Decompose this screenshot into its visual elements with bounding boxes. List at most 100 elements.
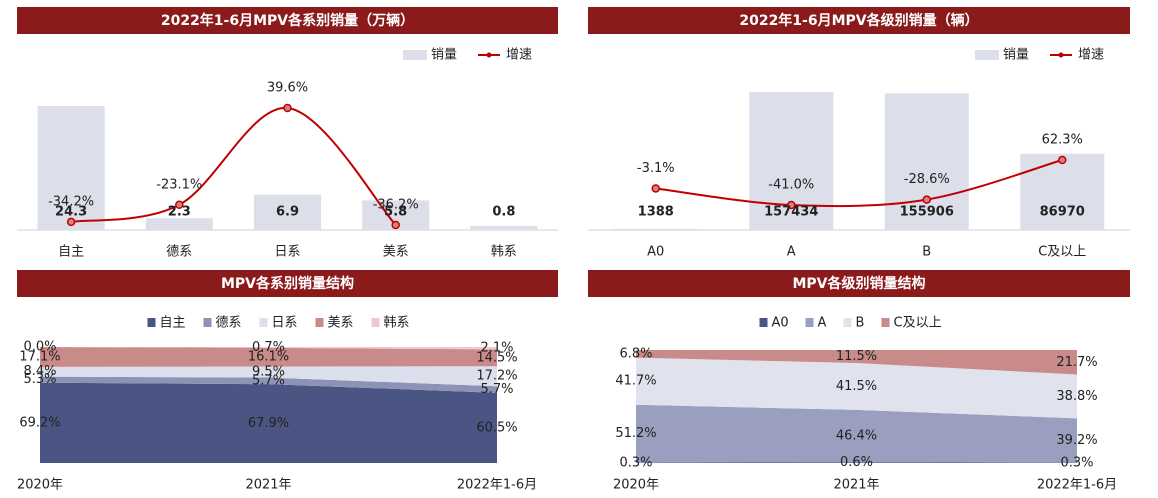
bar-label: 6.9 [276, 205, 299, 220]
growth-label: 62.3% [1042, 133, 1083, 148]
bar [884, 93, 969, 230]
bar-label: 24.3 [55, 205, 87, 220]
legend-label: 德系 [216, 316, 242, 331]
legend-dot [1058, 52, 1064, 58]
legend-swatch [881, 318, 890, 327]
legend-label: A0 [772, 316, 789, 331]
legend-swatch [975, 50, 999, 60]
legend-swatch [759, 318, 768, 327]
legend-label: 日系 [272, 316, 298, 331]
x-tick-label: 韩系 [491, 245, 517, 260]
area [40, 347, 497, 367]
value-label: 38.8% [1056, 389, 1097, 404]
legend-label: A [818, 316, 827, 331]
value-label: 67.9% [248, 416, 289, 431]
value-label: 21.7% [1056, 355, 1097, 370]
legend-label: 增速 [506, 48, 532, 63]
legend-swatch [147, 318, 156, 327]
bar-label: 155906 [900, 205, 954, 220]
growth-point [175, 200, 184, 210]
legend-swatch [843, 318, 852, 327]
bar [37, 106, 105, 230]
legend-swatch [315, 318, 324, 327]
x-tick-label: 2020年 [17, 478, 63, 493]
value-label: 0.3% [1060, 455, 1093, 470]
growth-label: 39.6% [267, 81, 308, 96]
value-label: 8.4% [23, 364, 56, 379]
growth-label: -36.2% [373, 198, 419, 213]
growth-line [70, 106, 397, 226]
legend-label: 美系 [328, 316, 354, 331]
x-tick-label: 德系 [166, 245, 192, 260]
x-tick-label: 2021年 [833, 478, 879, 493]
growth-point [66, 217, 76, 227]
legend-swatch [403, 50, 427, 60]
value-label: 11.5% [836, 349, 877, 364]
value-label: 16.1% [248, 350, 289, 365]
legend-swatch [371, 318, 380, 327]
value-label: 17.1% [19, 349, 60, 364]
bar-label: 157434 [764, 205, 818, 220]
chart-title: 2022年1-6月MPV各系别销量（万辆） [161, 12, 414, 29]
chart-title: 2022年1-6月MPV各级别销量（辆） [739, 12, 978, 29]
area [636, 357, 1077, 419]
area [40, 366, 497, 387]
area [40, 382, 497, 463]
value-label: 46.4% [836, 429, 877, 444]
bar-label: 1388 [638, 205, 674, 220]
x-tick-label: 2020年 [613, 478, 659, 493]
growth-point [283, 103, 292, 113]
bar [145, 218, 213, 230]
legend-label: 销量 [431, 48, 457, 63]
x-tick-label: 2022年1-6月 [457, 478, 537, 493]
legend-label: B [856, 316, 865, 331]
legend-swatch [203, 318, 212, 327]
growth-point [922, 195, 931, 204]
value-label: 0.3% [619, 455, 652, 470]
value-label: 5.3% [23, 372, 56, 387]
value-label: 0.0% [23, 340, 56, 355]
growth-point [391, 220, 400, 230]
bar [470, 225, 538, 230]
chart-title: MPV各系别销量结构 [221, 275, 354, 292]
value-label: 17.2% [476, 369, 517, 384]
area [636, 350, 1077, 375]
area [636, 404, 1077, 463]
area [40, 347, 497, 350]
x-tick-label: 自主 [58, 245, 84, 260]
legend-label: 韩系 [384, 316, 410, 331]
value-label: 0.6% [840, 455, 873, 470]
bar [1020, 153, 1105, 230]
bar-label: 2.3 [168, 205, 191, 220]
growth-label: -41.0% [768, 178, 814, 193]
x-tick-label: 日系 [274, 245, 300, 260]
value-label: 5.7% [480, 382, 513, 397]
growth-point [1058, 155, 1067, 165]
bar [253, 194, 322, 230]
x-tick-label: 2022年1-6月 [1037, 478, 1117, 493]
legend-dot [486, 52, 492, 58]
value-label: 6.8% [619, 346, 652, 361]
growth-label: -34.2% [48, 194, 94, 209]
value-label: 5.7% [252, 373, 285, 388]
growth-label: -3.1% [637, 161, 675, 176]
x-tick-label: C及以上 [1038, 245, 1086, 260]
value-label: 51.2% [615, 426, 656, 441]
bar-label: 0.8 [492, 205, 515, 220]
bar [613, 228, 698, 230]
value-label: 39.2% [1056, 433, 1097, 448]
legend-swatch [805, 318, 814, 327]
growth-point [787, 200, 796, 210]
legend-label: 增速 [1078, 48, 1104, 63]
value-label: 60.5% [476, 420, 517, 435]
legend-label: 自主 [160, 316, 186, 331]
value-label: 9.5% [252, 365, 285, 380]
chart-title: MPV各级别销量结构 [792, 275, 925, 292]
legend-label: C及以上 [894, 316, 942, 331]
title-bar [17, 7, 558, 34]
bar-label: 86970 [1040, 205, 1085, 220]
growth-line [655, 159, 1063, 208]
growth-point [651, 184, 660, 193]
growth-label: -28.6% [904, 172, 950, 187]
